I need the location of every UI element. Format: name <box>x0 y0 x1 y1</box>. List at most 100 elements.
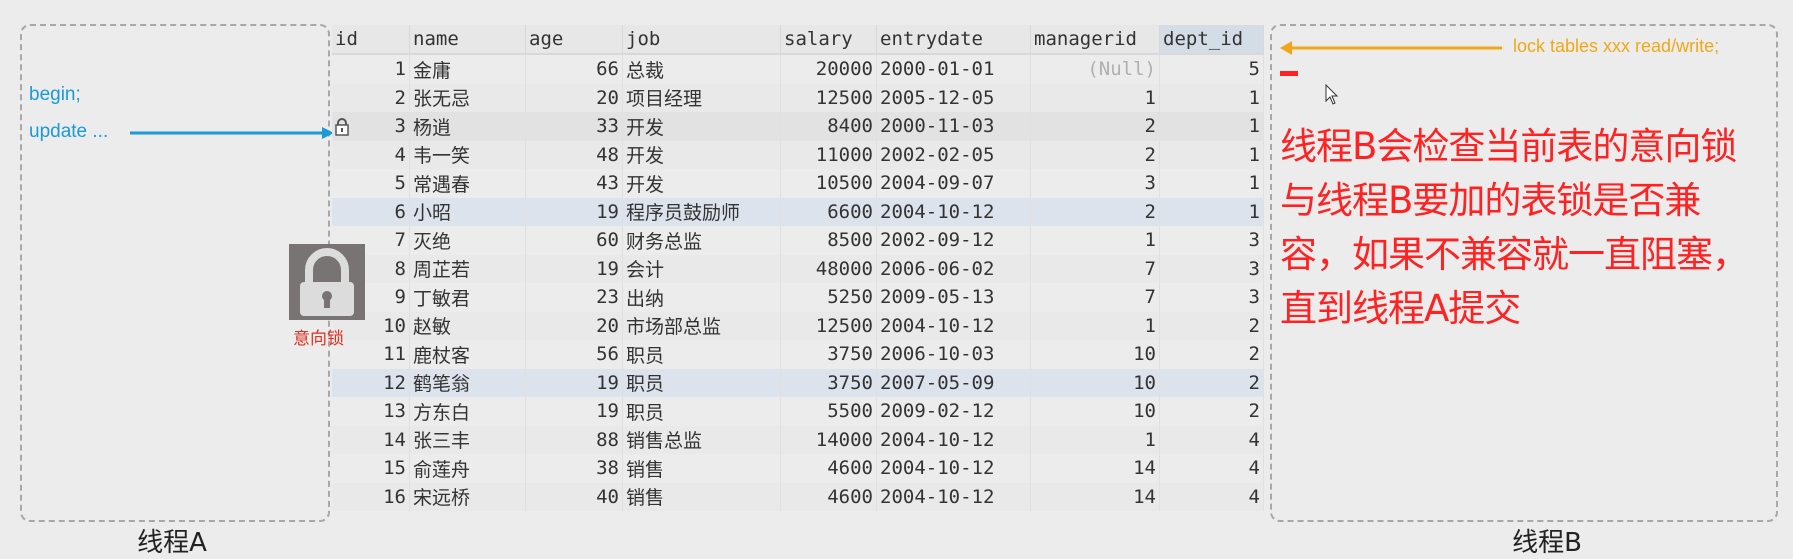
cell-salary[interactable]: 10500 <box>780 169 877 198</box>
cell-name[interactable]: 宋远桥 <box>409 482 526 511</box>
cell-name[interactable]: 张无忌 <box>409 83 526 112</box>
cell-salary[interactable]: 4600 <box>780 454 877 483</box>
cell-name[interactable]: 丁敏君 <box>409 283 526 312</box>
cell-managerid[interactable]: 1 <box>1030 226 1160 255</box>
cell-age[interactable]: 43 <box>525 169 623 198</box>
cell-age[interactable]: 48 <box>525 140 623 169</box>
cell-dept_id[interactable]: 1 <box>1159 140 1264 169</box>
cell-entrydate[interactable]: 2006-06-02 <box>876 254 1031 283</box>
cell-dept_id[interactable]: 3 <box>1159 283 1264 312</box>
cell-managerid[interactable]: 10 <box>1030 368 1160 397</box>
cell-id[interactable]: 15 <box>332 454 410 483</box>
column-header-entrydate[interactable]: entrydate <box>876 25 1031 55</box>
cell-dept_id[interactable]: 1 <box>1159 112 1264 141</box>
cell-name[interactable]: 金庸 <box>409 54 526 84</box>
cell-entrydate[interactable]: 2009-05-13 <box>876 283 1031 312</box>
cell-age[interactable]: 56 <box>525 340 623 369</box>
cell-managerid[interactable]: (Null) <box>1030 54 1160 84</box>
cell-entrydate[interactable]: 2005-12-05 <box>876 83 1031 112</box>
column-header-dept_id[interactable]: dept_id <box>1159 25 1264 55</box>
cell-job[interactable]: 职员 <box>622 368 781 397</box>
cell-age[interactable]: 60 <box>525 226 623 255</box>
cell-salary[interactable]: 5500 <box>780 397 877 426</box>
cell-managerid[interactable]: 14 <box>1030 482 1160 511</box>
table-row[interactable]: 10 赵敏 20 市场部总监 12500 2004-10-12 1 2 <box>332 311 1264 340</box>
cell-id[interactable]: 2 <box>332 83 410 112</box>
cell-entrydate[interactable]: 2004-10-12 <box>876 197 1031 226</box>
cell-dept_id[interactable]: 3 <box>1159 254 1264 283</box>
cell-job[interactable]: 出纳 <box>622 283 781 312</box>
cell-dept_id[interactable]: 2 <box>1159 311 1264 340</box>
table-row[interactable]: 3 杨逍 33 开发 8400 2000-11-03 2 1 <box>332 112 1264 141</box>
cell-managerid[interactable]: 1 <box>1030 83 1160 112</box>
cell-job[interactable]: 总裁 <box>622 54 781 84</box>
cell-age[interactable]: 20 <box>525 83 623 112</box>
cell-entrydate[interactable]: 2000-01-01 <box>876 54 1031 84</box>
cell-name[interactable]: 常遇春 <box>409 169 526 198</box>
table-row[interactable]: 14 张三丰 88 销售总监 14000 2004-10-12 1 4 <box>332 425 1264 454</box>
cell-managerid[interactable]: 2 <box>1030 197 1160 226</box>
cell-age[interactable]: 19 <box>525 254 623 283</box>
cell-job[interactable]: 开发 <box>622 140 781 169</box>
cell-age[interactable]: 23 <box>525 283 623 312</box>
cell-managerid[interactable]: 7 <box>1030 283 1160 312</box>
cell-entrydate[interactable]: 2004-10-12 <box>876 482 1031 511</box>
cell-job[interactable]: 会计 <box>622 254 781 283</box>
cell-entrydate[interactable]: 2002-09-12 <box>876 226 1031 255</box>
cell-salary[interactable]: 20000 <box>780 54 877 84</box>
cell-salary[interactable]: 11000 <box>780 140 877 169</box>
cell-name[interactable]: 韦一笑 <box>409 140 526 169</box>
cell-age[interactable]: 38 <box>525 454 623 483</box>
cell-name[interactable]: 赵敏 <box>409 311 526 340</box>
cell-age[interactable]: 19 <box>525 397 623 426</box>
cell-dept_id[interactable]: 1 <box>1159 83 1264 112</box>
cell-age[interactable]: 66 <box>525 54 623 84</box>
cell-salary[interactable]: 12500 <box>780 83 877 112</box>
cell-dept_id[interactable]: 1 <box>1159 169 1264 198</box>
table-row[interactable]: 15 俞莲舟 38 销售 4600 2004-10-12 14 4 <box>332 454 1264 483</box>
cell-salary[interactable]: 8500 <box>780 226 877 255</box>
cell-name[interactable]: 俞莲舟 <box>409 454 526 483</box>
cell-id[interactable]: 3 <box>332 112 410 141</box>
table-row[interactable]: 11 鹿杖客 56 职员 3750 2006-10-03 10 2 <box>332 340 1264 369</box>
cell-id[interactable]: 14 <box>332 425 410 454</box>
table-row[interactable]: 13 方东白 19 职员 5500 2009-02-12 10 2 <box>332 397 1264 426</box>
cell-id[interactable]: 4 <box>332 140 410 169</box>
cell-job[interactable]: 市场部总监 <box>622 311 781 340</box>
cell-id[interactable]: 1 <box>332 54 410 84</box>
table-row[interactable]: 9 丁敏君 23 出纳 5250 2009-05-13 7 3 <box>332 283 1264 312</box>
cell-name[interactable]: 张三丰 <box>409 425 526 454</box>
cell-job[interactable]: 开发 <box>622 169 781 198</box>
cell-dept_id[interactable]: 1 <box>1159 197 1264 226</box>
cell-managerid[interactable]: 14 <box>1030 454 1160 483</box>
cell-id[interactable]: 16 <box>332 482 410 511</box>
cell-dept_id[interactable]: 5 <box>1159 54 1264 84</box>
cell-age[interactable]: 19 <box>525 368 623 397</box>
table-row[interactable]: 7 灭绝 60 财务总监 8500 2002-09-12 1 3 <box>332 226 1264 255</box>
cell-salary[interactable]: 4600 <box>780 482 877 511</box>
cell-entrydate[interactable]: 2004-09-07 <box>876 169 1031 198</box>
cell-job[interactable]: 开发 <box>622 112 781 141</box>
cell-managerid[interactable]: 2 <box>1030 140 1160 169</box>
cell-id[interactable]: 6 <box>332 197 410 226</box>
cell-name[interactable]: 杨逍 <box>409 112 526 141</box>
cell-salary[interactable]: 48000 <box>780 254 877 283</box>
cell-dept_id[interactable]: 4 <box>1159 425 1264 454</box>
cell-job[interactable]: 销售 <box>622 482 781 511</box>
cell-dept_id[interactable]: 4 <box>1159 482 1264 511</box>
cell-salary[interactable]: 14000 <box>780 425 877 454</box>
table-row[interactable]: 5 常遇春 43 开发 10500 2004-09-07 3 1 <box>332 169 1264 198</box>
cell-entrydate[interactable]: 2002-02-05 <box>876 140 1031 169</box>
cell-name[interactable]: 周芷若 <box>409 254 526 283</box>
cell-job[interactable]: 销售总监 <box>622 425 781 454</box>
cell-name[interactable]: 方东白 <box>409 397 526 426</box>
table-row[interactable]: 8 周芷若 19 会计 48000 2006-06-02 7 3 <box>332 254 1264 283</box>
column-header-age[interactable]: age <box>525 25 623 55</box>
cell-age[interactable]: 88 <box>525 425 623 454</box>
cell-id[interactable]: 7 <box>332 226 410 255</box>
cell-dept_id[interactable]: 4 <box>1159 454 1264 483</box>
cell-entrydate[interactable]: 2006-10-03 <box>876 340 1031 369</box>
column-header-job[interactable]: job <box>622 25 781 55</box>
cell-name[interactable]: 鹤笔翁 <box>409 368 526 397</box>
table-row[interactable]: 12 鹤笔翁 19 职员 3750 2007-05-09 10 2 <box>332 368 1264 397</box>
